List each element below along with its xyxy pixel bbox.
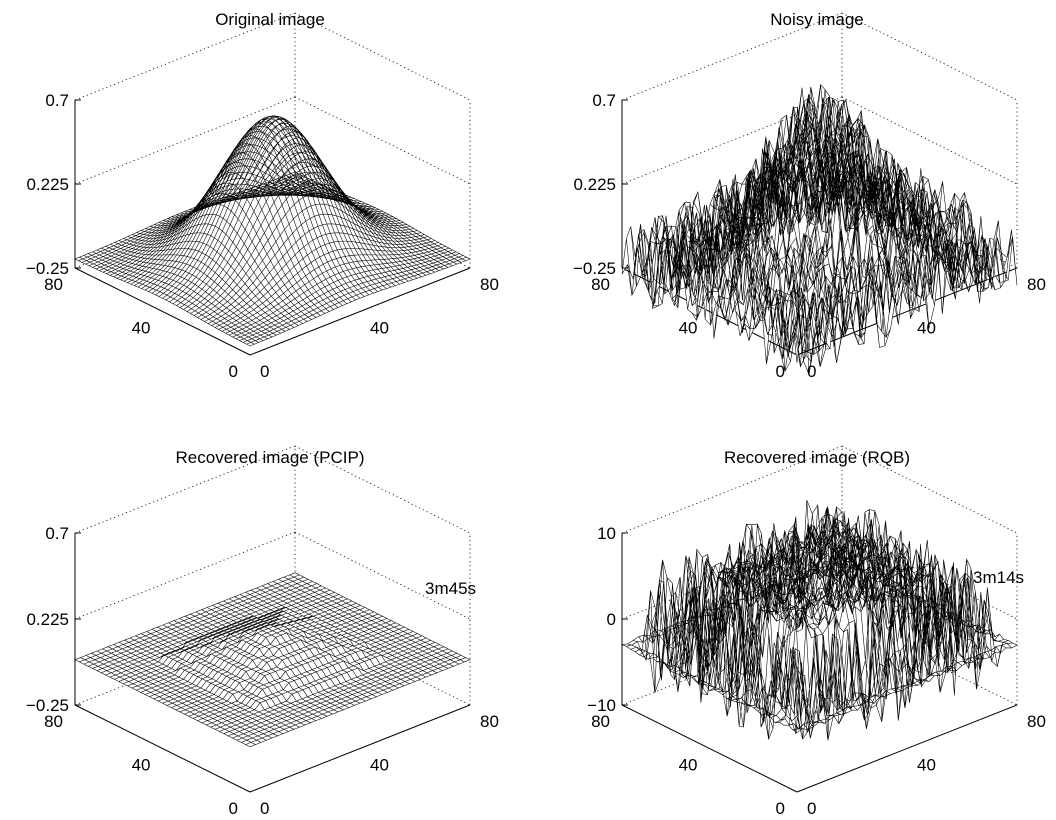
grid-line (621, 445, 843, 534)
x-tick-label: 40 (917, 319, 936, 338)
surface-mesh (74, 115, 471, 347)
grid-line (841, 96, 1018, 185)
x-tick-label: 80 (1027, 275, 1046, 294)
y-tick-label: 40 (132, 756, 151, 775)
z-tick-label: −0.25 (26, 696, 69, 715)
z-tick-label: 0.7 (592, 91, 616, 110)
x-axis (249, 704, 471, 793)
grid-line (294, 531, 471, 620)
x-tick-label: 0 (260, 799, 269, 818)
x-tick-label: 40 (370, 319, 389, 338)
surface-cells (621, 499, 1018, 741)
grid-line (74, 96, 296, 185)
runtime-annotation: 3m14s (973, 568, 1024, 587)
grid-line (294, 445, 471, 534)
surface-panel-4: 10 0 −10 0 40 80 0 40 80 Recovered image (RQB) 3m1… (587, 445, 1046, 818)
x-tick-label: 80 (480, 275, 499, 294)
y-tick-label: 80 (591, 275, 610, 294)
z-tick-label: 10 (597, 524, 616, 543)
surface-panel-2: 0.7 0.225 −0.25 0 40 80 0 40 80 Noisy image (573, 10, 1046, 381)
y-tick-label: 40 (679, 319, 698, 338)
y-axis (621, 704, 798, 793)
runtime-annotation: 3m45s (425, 579, 476, 598)
grid-line (841, 12, 1018, 101)
z-tick-label: 0.7 (45, 524, 69, 543)
x-tick-label: 40 (917, 756, 936, 775)
x-tick-label: 0 (807, 362, 816, 381)
x-tick-label: 80 (480, 712, 499, 731)
y-tick-label: 0 (776, 799, 785, 818)
panel-title: Recovered image (PCIP) (176, 448, 365, 467)
z-tick-label: 0.7 (45, 91, 69, 110)
z-tick-label: 0 (607, 610, 616, 629)
panel-title: Original image (215, 10, 325, 29)
surface-cells (621, 83, 1018, 376)
x-tick-label: 40 (370, 756, 389, 775)
grid-line (74, 531, 296, 620)
y-tick-label: 0 (776, 362, 785, 381)
y-axis (74, 704, 251, 793)
grid-line (294, 12, 471, 101)
y-tick-label: 0 (229, 799, 238, 818)
x-tick-label: 0 (260, 362, 269, 381)
x-axis (249, 267, 471, 356)
surface-mesh (621, 499, 1018, 741)
z-tick-label: 0.225 (26, 610, 69, 629)
grid-line (841, 445, 1018, 534)
z-tick-label: 0.225 (26, 175, 69, 194)
panel-title: Noisy image (770, 10, 864, 29)
grid-line (74, 12, 296, 101)
y-tick-label: 80 (44, 712, 63, 731)
surface-panel-1: 0.7 0.225 −0.25 0 40 80 0 40 80 Original image (26, 10, 499, 381)
z-tick-label: −0.25 (573, 259, 616, 278)
surface-mesh (621, 83, 1018, 376)
grid-line (294, 96, 471, 185)
y-axis (74, 267, 251, 356)
z-tick-label: 0.225 (573, 175, 616, 194)
x-tick-label: 80 (1027, 712, 1046, 731)
y-tick-label: 40 (132, 319, 151, 338)
y-tick-label: 0 (229, 362, 238, 381)
grid-line (621, 96, 843, 185)
surface-cells (74, 115, 471, 347)
surface-cells (74, 572, 471, 747)
y-tick-label: 80 (44, 275, 63, 294)
y-tick-label: 80 (591, 712, 610, 731)
z-tick-label: −10 (587, 696, 616, 715)
surface-mesh (74, 572, 471, 747)
grid-line (621, 12, 843, 101)
panel-title: Recovered image (RQB) (724, 448, 910, 467)
y-tick-label: 40 (679, 756, 698, 775)
grid-line (74, 445, 296, 534)
x-axis (796, 704, 1018, 793)
z-tick-label: −0.25 (26, 259, 69, 278)
surface-panel-3: 0.7 0.225 −0.25 0 40 80 0 40 80 Recovered image (… (26, 445, 499, 818)
x-tick-label: 0 (807, 799, 816, 818)
